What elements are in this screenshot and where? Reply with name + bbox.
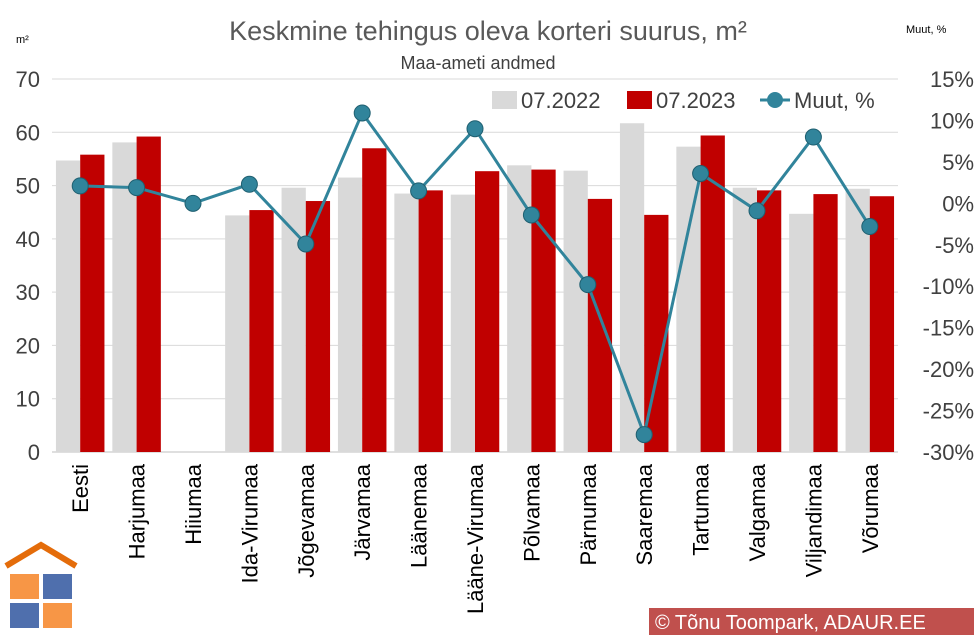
- y-right-tick-label: -15%: [923, 316, 974, 341]
- logo: [4, 541, 78, 628]
- x-tick-label: Valgamaa: [745, 463, 770, 561]
- credit-background: [649, 608, 974, 635]
- logo-piece-blue-2: [10, 603, 39, 628]
- x-tick-label: Viljandimaa: [801, 463, 826, 577]
- x-tick-label: Hiiumaa: [181, 463, 206, 544]
- bar-07-2022: [281, 187, 306, 452]
- bar-07-2022: [450, 194, 475, 452]
- change-point: [466, 120, 484, 138]
- bar-07-2022: [225, 215, 250, 452]
- logo-roof: [4, 541, 78, 569]
- y-right-tick-label: -5%: [935, 233, 974, 258]
- chart-title-group: Keskmine tehingus oleva korteri suurus, …: [16, 16, 947, 73]
- right-axis-unit: Muut, %: [906, 24, 947, 36]
- change-point: [297, 235, 315, 253]
- change-point: [748, 202, 766, 220]
- bar-07-2022: [337, 177, 363, 453]
- x-tick-label: Eesti: [68, 464, 93, 513]
- logo-piece-orange: [10, 574, 39, 599]
- change-line-series: [71, 104, 879, 444]
- legend-marker-swatch: [767, 92, 783, 108]
- bar-07-2023: [869, 196, 895, 452]
- legend-label-2023: 07.2023: [656, 88, 736, 113]
- bar-07-2023: [80, 154, 105, 452]
- y-right-tick-label: 10%: [930, 108, 974, 133]
- x-tick-label: Järvamaa: [350, 463, 375, 560]
- legend-background: [485, 84, 890, 118]
- bar-07-2023: [475, 171, 500, 453]
- y-right-tick-label: 5%: [942, 150, 974, 175]
- change-point: [522, 206, 540, 224]
- x-tick-label: Tartumaa: [689, 463, 714, 555]
- y-left-tick-label: 0: [28, 440, 40, 465]
- bar-07-2022: [619, 123, 645, 452]
- logo-piece-orange-2: [43, 603, 72, 628]
- left-axis-unit: m²: [16, 34, 29, 46]
- legend-label-2022: 07.2022: [521, 88, 601, 113]
- y-right-tick-label: 0%: [942, 191, 974, 216]
- right-axis-ticks: -30% -25% -20% -15% -10% -5% 0% 5% 10% 15%: [923, 67, 974, 465]
- change-point: [861, 218, 879, 236]
- y-left-tick-label: 20: [16, 333, 40, 358]
- y-left-tick-label: 10: [16, 387, 40, 412]
- x-tick-label: Põlvamaa: [519, 463, 544, 562]
- x-tick-label: Jõgevamaa: [294, 463, 319, 578]
- y-left-tick-label: 30: [16, 280, 40, 305]
- chart-title: Keskmine tehingus oleva korteri suurus, …: [229, 16, 747, 46]
- change-point: [692, 164, 710, 182]
- y-right-tick-label: -25%: [923, 399, 974, 424]
- y-right-tick-label: -30%: [923, 440, 974, 465]
- x-tick-label: Lääne-Virumaa: [463, 463, 488, 614]
- bar-07-2023: [362, 148, 387, 452]
- bar-07-2023: [587, 198, 613, 452]
- change-point: [184, 194, 202, 212]
- bar-07-2023: [813, 194, 838, 452]
- left-axis-ticks: 0 10 20 30 40 50 60 70: [16, 67, 40, 465]
- y-left-tick-label: 70: [16, 67, 40, 92]
- change-point: [353, 104, 371, 122]
- bar-07-2022: [394, 193, 419, 453]
- bar-07-2022: [563, 170, 588, 452]
- change-point: [579, 276, 597, 294]
- bar-07-2023: [757, 190, 782, 453]
- x-tick-label: Ida-Virumaa: [237, 463, 262, 583]
- bar-07-2022: [789, 213, 814, 452]
- change-point: [128, 179, 146, 197]
- change-point: [410, 182, 428, 200]
- y-right-tick-label: -20%: [923, 357, 974, 382]
- credit-text: © Tõnu Toompark, ADAUR.EE: [655, 612, 926, 634]
- x-tick-label: Võrumaa: [858, 463, 883, 553]
- x-tick-label: Harjumaa: [125, 463, 150, 559]
- y-left-tick-label: 50: [16, 174, 40, 199]
- y-left-tick-label: 60: [16, 120, 40, 145]
- legend-label-change: Muut, %: [794, 88, 875, 113]
- credit-badge: © Tõnu Toompark, ADAUR.EE: [649, 608, 974, 635]
- x-tick-label: Saaremaa: [632, 463, 657, 565]
- bar-series: [55, 123, 895, 453]
- legend-swatch-2022: [492, 91, 517, 109]
- bar-07-2023: [249, 210, 274, 452]
- x-tick-label: Läänemaa: [407, 463, 432, 568]
- x-axis-ticks: Eesti Harjumaa Hiiumaa Ida-Virumaa Jõgevamaa…: [68, 463, 883, 614]
- legend-swatch-2023: [627, 91, 652, 109]
- y-right-tick-label: -10%: [923, 274, 974, 299]
- y-right-tick-label: 15%: [930, 67, 974, 92]
- x-tick-label: Pärnumaa: [576, 463, 601, 565]
- bar-07-2022: [732, 187, 757, 452]
- legend: 07.2022 07.2023 Muut, %: [485, 84, 890, 118]
- change-point: [635, 426, 653, 444]
- bar-07-2023: [418, 190, 443, 453]
- logo-piece-blue: [43, 574, 72, 599]
- chart-subtitle: Maa-ameti andmed: [400, 53, 555, 73]
- change-point: [804, 128, 822, 146]
- change-point: [71, 177, 89, 195]
- y-left-tick-label: 40: [16, 227, 40, 252]
- change-point: [240, 175, 258, 193]
- bar-07-2022: [55, 160, 81, 452]
